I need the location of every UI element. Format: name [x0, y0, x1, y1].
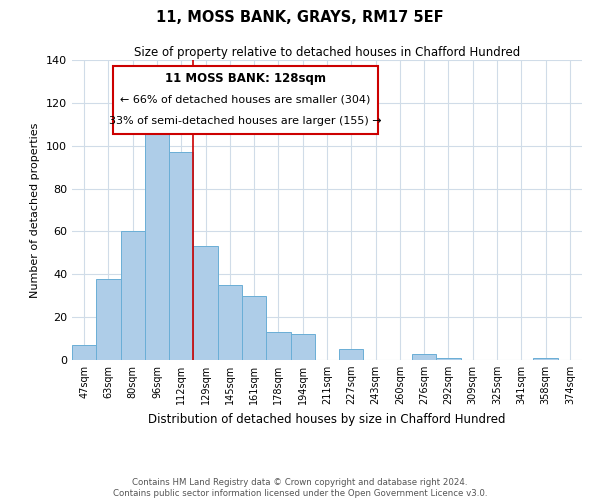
Bar — [96, 278, 121, 360]
Text: 11 MOSS BANK: 128sqm: 11 MOSS BANK: 128sqm — [165, 72, 326, 85]
Bar — [169, 152, 193, 360]
Bar — [193, 246, 218, 360]
Bar — [121, 232, 145, 360]
Bar — [436, 358, 461, 360]
Y-axis label: Number of detached properties: Number of detached properties — [31, 122, 40, 298]
Bar — [339, 350, 364, 360]
Text: Contains HM Land Registry data © Crown copyright and database right 2024.
Contai: Contains HM Land Registry data © Crown c… — [113, 478, 487, 498]
X-axis label: Distribution of detached houses by size in Chafford Hundred: Distribution of detached houses by size … — [148, 412, 506, 426]
Text: 11, MOSS BANK, GRAYS, RM17 5EF: 11, MOSS BANK, GRAYS, RM17 5EF — [156, 10, 444, 25]
Text: 33% of semi-detached houses are larger (155) →: 33% of semi-detached houses are larger (… — [109, 116, 382, 126]
Bar — [412, 354, 436, 360]
FancyBboxPatch shape — [113, 66, 378, 134]
Bar — [242, 296, 266, 360]
Title: Size of property relative to detached houses in Chafford Hundred: Size of property relative to detached ho… — [134, 46, 520, 59]
Bar — [72, 345, 96, 360]
Bar — [533, 358, 558, 360]
Text: ← 66% of detached houses are smaller (304): ← 66% of detached houses are smaller (30… — [120, 95, 371, 105]
Bar — [290, 334, 315, 360]
Bar — [266, 332, 290, 360]
Bar — [145, 114, 169, 360]
Bar — [218, 285, 242, 360]
